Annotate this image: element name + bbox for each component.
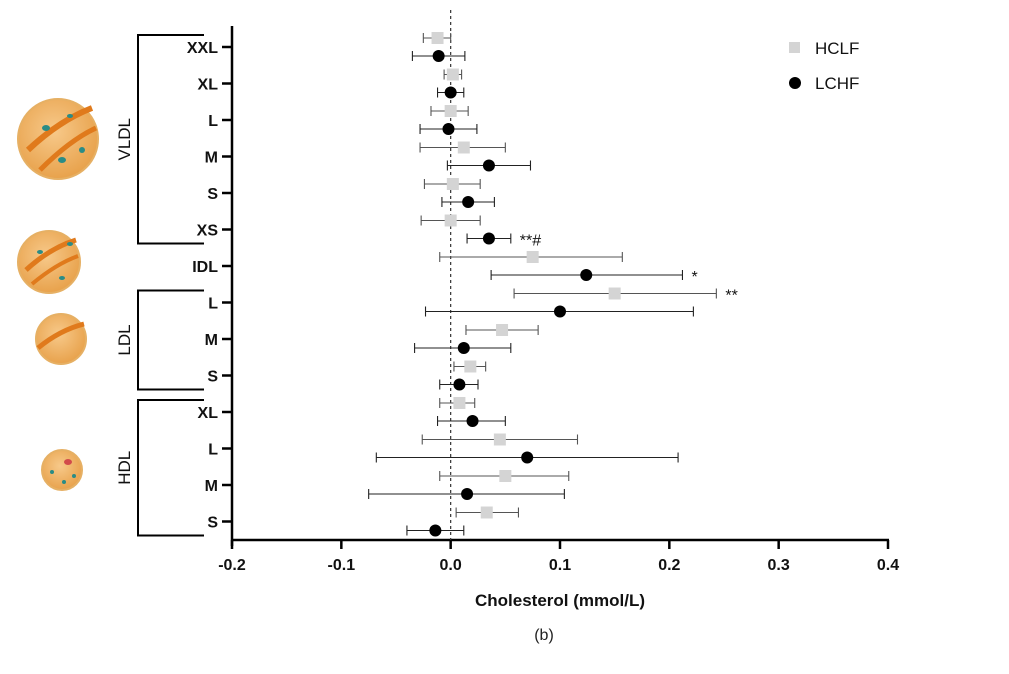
legend-lchf-label: LCHF [815, 74, 859, 93]
legend: HCLF LCHF [789, 39, 859, 93]
hclf-point [608, 287, 621, 300]
x-tick-label: 0.1 [549, 557, 571, 574]
category-label: S [207, 515, 218, 532]
x-tick-label: -0.2 [218, 557, 246, 574]
legend-hclf-label: HCLF [815, 39, 859, 58]
category-label: S [207, 369, 218, 386]
hclf-point [446, 68, 459, 81]
group-bracket [137, 399, 204, 537]
hclf-point [526, 251, 539, 263]
lchf-point [554, 305, 566, 318]
hclf-point [480, 506, 493, 519]
x-axis-title: Cholesterol (mmol/L) [475, 591, 645, 610]
hclf-point [446, 178, 459, 190]
figure-caption: (b) [534, 627, 554, 644]
group-labels: VLDL LDL HDL [115, 118, 134, 485]
hclf-point [493, 433, 506, 446]
hdl-particle-icon [41, 449, 83, 491]
lchf-point [482, 159, 495, 172]
group-label: LDL [115, 324, 134, 355]
group-label: HDL [115, 451, 134, 485]
category-label: S [207, 186, 218, 203]
category-label: L [208, 296, 218, 313]
significance-annotations: **#*** [520, 233, 738, 305]
legend-lchf-marker [789, 77, 801, 89]
lchf-point [442, 123, 455, 135]
category-label: M [205, 332, 218, 349]
legend-hclf-marker [789, 42, 800, 53]
hclf-point [457, 141, 470, 154]
x-tick-label: 0.4 [877, 557, 899, 574]
hclf-point [453, 397, 466, 409]
hclf-point [431, 32, 444, 44]
lchf-point [521, 451, 534, 464]
x-tick-label: 0.2 [658, 557, 680, 574]
lchf-point [466, 415, 479, 427]
vldl-particle-icon [17, 98, 99, 180]
hclf-point [444, 214, 457, 227]
category-label: L [208, 442, 218, 459]
x-tick-label: 0.0 [440, 557, 462, 574]
lchf-point [432, 50, 445, 62]
group-bracket [137, 34, 204, 245]
x-tick-label: -0.1 [328, 557, 356, 574]
lchf-point [457, 342, 470, 354]
category-label: XL [198, 77, 219, 94]
ldl-particle-icon [35, 313, 87, 365]
axes: -0.2 -0.1 0.0 0.1 0.2 0.3 0.4 [218, 26, 899, 574]
category-label: M [205, 150, 218, 167]
lchf-point [462, 196, 475, 208]
group-bracket [137, 289, 204, 391]
category-label: XS [197, 223, 219, 240]
hclf-point [464, 360, 477, 373]
significance-label: **# [520, 233, 541, 250]
lchf-point [444, 86, 457, 99]
group-brackets [137, 34, 204, 537]
category-label: IDL [192, 259, 218, 276]
hclf-point [496, 324, 509, 336]
lchf-point [429, 524, 442, 537]
x-tick-label: 0.3 [768, 557, 790, 574]
lchf-point [461, 488, 474, 500]
hclf-point [444, 105, 457, 117]
category-label: M [205, 478, 218, 495]
lchf-point [453, 378, 466, 391]
data-marks [368, 32, 717, 537]
category-label: XL [198, 405, 219, 422]
idl-particle-icon [17, 230, 81, 294]
lchf-point [580, 269, 593, 281]
lchf-point [482, 232, 495, 245]
group-label: VLDL [115, 118, 134, 161]
hclf-point [499, 470, 512, 482]
category-label: XXL [187, 40, 218, 57]
significance-label: * [691, 269, 697, 286]
significance-label: ** [725, 288, 737, 305]
category-labels: XXL XL L M S XS IDL L M S XL L M S [187, 40, 232, 532]
category-label: L [208, 113, 218, 130]
